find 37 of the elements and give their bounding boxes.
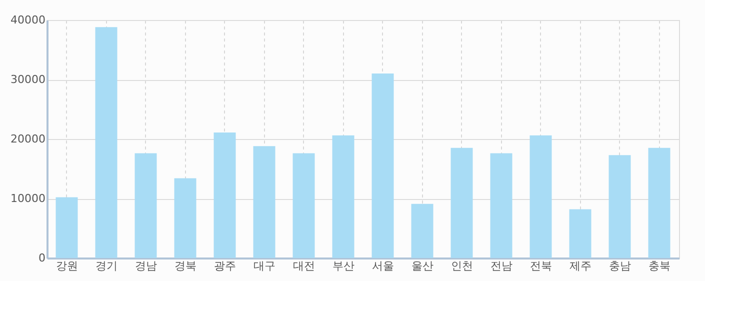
y-tick-label: 10000 <box>10 192 46 205</box>
x-tick-label: 제주 <box>569 260 592 272</box>
bar <box>608 155 631 258</box>
y-tick-label: 30000 <box>10 73 46 86</box>
x-tick-label: 대구 <box>253 260 276 272</box>
x-tick-label: 경남 <box>134 260 157 272</box>
bar <box>214 132 236 258</box>
bar <box>253 146 276 258</box>
bar <box>292 153 315 258</box>
bar <box>174 178 196 258</box>
x-tick-label: 경기 <box>95 260 118 272</box>
x-tick-label: 서울 <box>372 260 394 272</box>
bar <box>569 209 592 258</box>
bar <box>411 204 434 258</box>
bar <box>450 148 473 258</box>
bar <box>648 148 670 258</box>
x-tick-label: 강원 <box>56 260 78 272</box>
bar <box>372 74 394 258</box>
x-tick-label: 전북 <box>530 260 552 272</box>
bar <box>95 27 118 258</box>
y-tick-label: 0 <box>38 252 46 264</box>
bar <box>134 153 157 258</box>
x-tick-label: 울산 <box>411 260 434 272</box>
x-tick-label: 전남 <box>490 260 512 272</box>
x-tick-label: 충북 <box>648 260 670 272</box>
x-tick-label: 광주 <box>214 260 236 272</box>
y-tick-label: 40000 <box>10 14 46 26</box>
x-tick-label: 인천 <box>450 260 473 272</box>
bar <box>56 197 78 258</box>
y-tick-label: 20000 <box>10 132 46 146</box>
bar <box>490 153 512 258</box>
bar <box>530 135 552 258</box>
bar <box>332 135 354 258</box>
x-tick-label: 충남 <box>608 260 631 272</box>
x-tick-label: 대전 <box>292 260 315 272</box>
x-tick-label: 경북 <box>174 260 196 272</box>
x-tick-label: 부산 <box>332 260 354 272</box>
